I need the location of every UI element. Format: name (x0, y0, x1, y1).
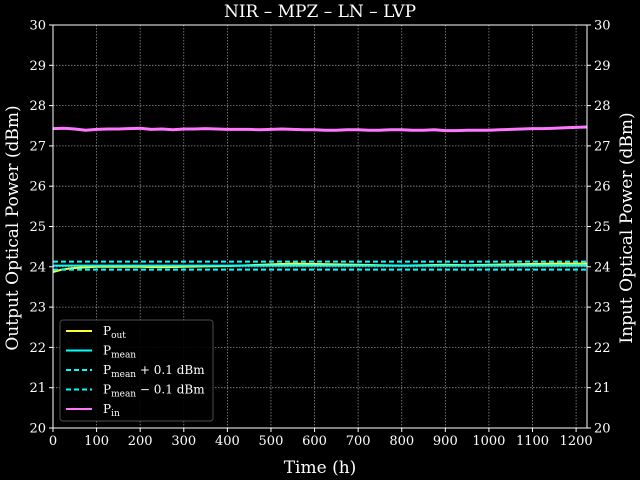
legend-label: Pmean (103, 344, 136, 361)
x-tick-label: 700 (346, 434, 371, 449)
axes-layer: 0 100 200 300 400 500 600 700 800 900 1000 1100 1200… (29, 19, 610, 450)
y-tick-label-right: 21 (594, 381, 611, 396)
x-tick-label: 600 (302, 434, 327, 449)
legend-label: Pout (103, 324, 126, 341)
x-tick-label: 500 (259, 434, 284, 449)
y-tick-label-left: 28 (29, 99, 46, 114)
legend: Pout Pmean Pmean + 0.1 dBm Pmean − 0.1 dBm P… (59, 319, 214, 422)
legend-box (59, 319, 214, 422)
y-tick-label-right: 24 (594, 260, 611, 275)
y-tick-label-left: 26 (29, 180, 46, 195)
legend-label: Pmean + 0.1 dBm (103, 363, 205, 380)
legend-label: Pin (103, 402, 120, 419)
y-tick-label-right: 22 (594, 341, 611, 356)
y-tick-label-right: 20 (594, 422, 611, 437)
series-layer (52, 125, 588, 273)
y-tick-label-left: 29 (29, 59, 46, 74)
y-tick-label-right: 27 (594, 139, 611, 154)
chart-title: NIR – MPZ – LN – LVP (224, 2, 416, 22)
y-tick-label-left: 22 (29, 341, 46, 356)
y-tick-label-left: 20 (29, 422, 46, 437)
y-tick-label-right: 25 (594, 220, 611, 235)
legend-label: Pmean − 0.1 dBm (103, 383, 205, 400)
x-axis-title: Time (h) (284, 458, 357, 478)
x-tick-label: 1100 (516, 434, 549, 449)
x-tick-label: 100 (84, 434, 109, 449)
y-tick-label-right: 30 (594, 19, 611, 34)
y-tick-label-right: 28 (594, 99, 611, 114)
series-line-p-in (52, 125, 588, 133)
x-tick-label: 900 (433, 434, 458, 449)
y-tick-label-left: 23 (29, 301, 46, 316)
x-tick-label: 200 (128, 434, 153, 449)
y-tick-label-right: 23 (594, 301, 611, 316)
y-tick-label-left: 25 (29, 220, 46, 235)
y-axis-title-right: Input Optical Power (dBm) (617, 112, 637, 343)
x-tick-label: 400 (215, 434, 240, 449)
y-tick-label-right: 29 (594, 59, 611, 74)
x-tick-label: 1000 (472, 434, 505, 449)
y-tick-label-left: 30 (29, 19, 46, 34)
y-axis-title-left: Output Optical Power (dBm) (3, 105, 23, 350)
y-tick-label-right: 26 (594, 180, 611, 195)
y-tick-label-left: 27 (29, 139, 46, 154)
x-tick-label: 300 (171, 434, 196, 449)
y-tick-label-left: 24 (29, 260, 46, 275)
x-tick-label: 800 (389, 434, 414, 449)
x-tick-label: 0 (49, 434, 57, 449)
x-tick-label: 1200 (560, 434, 593, 449)
y-tick-label-left: 21 (29, 381, 46, 396)
grid-layer (52, 24, 587, 429)
